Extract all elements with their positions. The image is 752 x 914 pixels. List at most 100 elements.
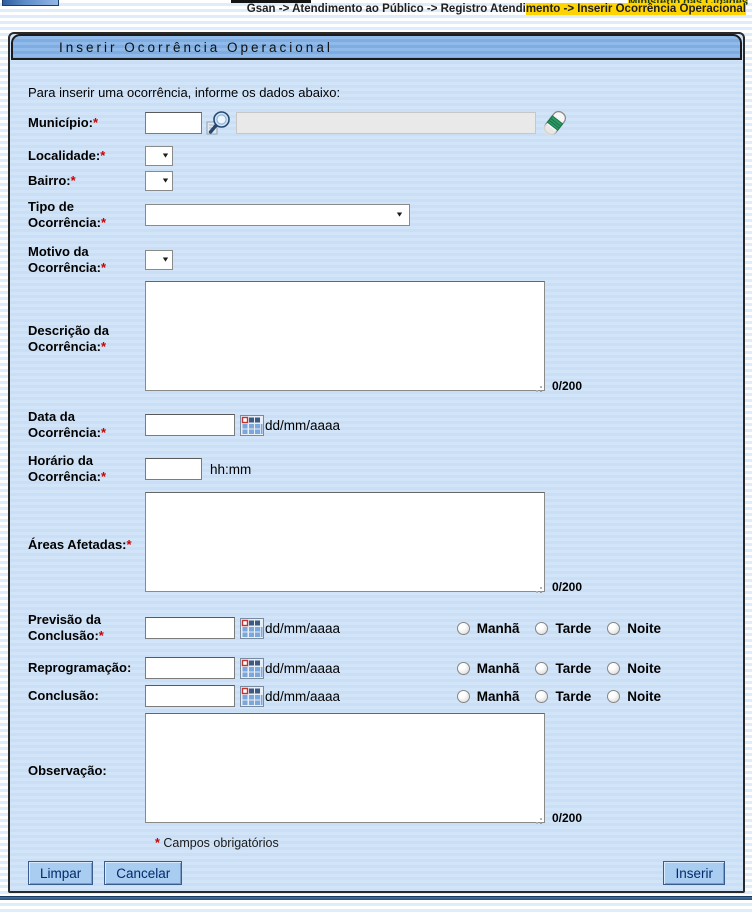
conclusao-period-group: Manhã Tarde Noite (456, 688, 661, 704)
data-ocorrencia-label: Data da Ocorrência:* (28, 409, 107, 440)
required-asterisk: * (98, 628, 104, 643)
previsao-period-manha: Manhã (456, 621, 519, 636)
conclusao-period-noite: Noite (607, 689, 661, 704)
reprogramacao-period-tarde: Tarde (535, 661, 591, 676)
previsao-tarde-radio[interactable] (535, 621, 549, 635)
areas-afetadas-textarea[interactable] (145, 492, 545, 592)
tarde-label: Tarde (555, 660, 592, 676)
horario-input[interactable] (145, 458, 202, 480)
reprogramacao-period-group: Manhã Tarde Noite (456, 660, 661, 676)
tarde-label: Tarde (555, 688, 592, 704)
resize-grip-icon[interactable] (533, 383, 542, 392)
required-asterisk: * (100, 338, 107, 354)
eraser-icon[interactable] (542, 108, 569, 138)
tipo-ocorrencia-select-wrap: ▼ (145, 204, 410, 226)
breadcrumb[interactable]: Gsan -> Atendimento ao Público -> Regist… (247, 3, 746, 15)
manha-label: Manhã (476, 660, 520, 676)
form-panel: Inserir Ocorrência Operacional Para inse… (8, 32, 745, 893)
field-row-tipo-ocorrencia: Tipo de Ocorrência:* ▼ (20, 198, 733, 232)
observacao-label: Observação: (28, 762, 107, 778)
previsao-conclusao-label: Previsão da Conclusão:* (28, 612, 104, 643)
descricao-textarea[interactable] (145, 281, 545, 391)
resize-grip-icon[interactable] (533, 584, 542, 593)
localidade-label: Localidade:* (28, 148, 106, 163)
required-asterisk: * (93, 115, 99, 130)
field-row-data-ocorrencia: Data da Ocorrência:* dd/mm/aaaa (20, 408, 733, 442)
observacao-char-counter: 0/200 (552, 811, 583, 825)
conclusao-input[interactable] (145, 685, 235, 707)
date-format-hint: dd/mm/aaaa (265, 660, 341, 676)
required-asterisk: * (70, 173, 76, 188)
calendar-icon[interactable] (240, 617, 264, 639)
noite-label: Noite (627, 620, 661, 636)
motivo-ocorrencia-select[interactable] (145, 250, 173, 270)
noite-label: Noite (627, 688, 661, 704)
descricao-textarea-wrap (145, 281, 545, 396)
field-row-observacao: Observação: 0/200 (20, 713, 733, 828)
reprogramacao-period-manha: Manhã (456, 660, 520, 676)
resize-grip-icon[interactable] (533, 815, 542, 824)
date-format-hint: dd/mm/aaaa (265, 688, 341, 704)
motivo-ocorrencia-label: Motivo da Ocorrência:* (28, 244, 107, 275)
descricao-char-counter: 0/200 (552, 379, 583, 393)
clipped-header-blue-bar (2, 0, 59, 6)
cancelar-button[interactable]: Cancelar (104, 861, 183, 885)
page-title: Inserir Ocorrência Operacional (59, 39, 333, 55)
action-button-bar: Limpar Cancelar Inserir (20, 861, 733, 885)
reprogramacao-manha-radio[interactable] (456, 661, 470, 675)
previsao-period-noite: Noite (607, 621, 661, 636)
required-asterisk: * (100, 469, 107, 484)
data-ocorrencia-input[interactable] (145, 414, 235, 436)
field-row-bairro: Bairro:* ▼ (20, 171, 733, 191)
previsao-noite-radio[interactable] (607, 621, 621, 635)
reprogramacao-input[interactable] (145, 657, 235, 679)
previsao-manha-radio[interactable] (456, 621, 470, 635)
clipped-header-dark-fragment (231, 0, 311, 3)
observacao-textarea-wrap (145, 713, 545, 828)
localidade-select-wrap: ▼ (145, 146, 173, 166)
areas-char-counter: 0/200 (552, 580, 583, 594)
date-format-hint: dd/mm/aaaa (265, 417, 341, 433)
date-format-hint: dd/mm/aaaa (265, 620, 341, 636)
limpar-button[interactable]: Limpar (28, 861, 94, 885)
tipo-ocorrencia-select[interactable] (145, 204, 410, 226)
localidade-select[interactable] (145, 146, 173, 166)
search-icon[interactable] (205, 110, 232, 137)
field-row-motivo-ocorrencia: Motivo da Ocorrência:* ▼ (20, 243, 733, 277)
manha-label: Manhã (476, 688, 520, 704)
municipio-code-input[interactable] (145, 112, 202, 134)
bairro-select[interactable] (145, 171, 173, 191)
tarde-label: Tarde (555, 620, 592, 636)
calendar-icon[interactable] (240, 657, 264, 679)
reprogramacao-noite-radio[interactable] (607, 661, 621, 675)
required-asterisk: * (126, 536, 132, 552)
municipio-label: Município:* (28, 115, 99, 130)
breadcrumb-plain-text[interactable]: Gsan -> Atendimento ao Público -> Regist… (246, 3, 526, 15)
field-row-municipio: Município:* (20, 108, 733, 138)
required-asterisk: * (100, 260, 107, 275)
bottom-divider-rule (0, 896, 752, 900)
clipped-banner-fragment: Ministério das Cidades (628, 0, 748, 5)
reprogramacao-tarde-radio[interactable] (535, 661, 549, 675)
horario-label: Horário da Ocorrência:* (28, 453, 107, 484)
conclusao-manha-radio[interactable] (456, 689, 470, 703)
required-asterisk: * (100, 148, 106, 163)
field-row-horario: Horário da Ocorrência:* hh:mm (20, 452, 733, 486)
required-fields-footnote: * Campos obrigatórios (20, 836, 733, 850)
field-row-reprogramacao: Reprogramação: dd/mm/aaaa Manhã (20, 657, 733, 679)
calendar-icon[interactable] (240, 685, 264, 707)
inserir-button[interactable]: Inserir (663, 861, 725, 885)
breadcrumb-highlighted-text[interactable]: mento -> Inserir Ocorrência Operacional (525, 3, 746, 15)
field-row-areas-afetadas: Áreas Afetadas:* 0/200 (20, 492, 733, 597)
motivo-ocorrencia-select-wrap: ▼ (145, 250, 173, 270)
observacao-textarea[interactable] (145, 713, 545, 823)
bairro-label: Bairro:* (28, 173, 76, 188)
conclusao-label: Conclusão: (28, 688, 99, 703)
conclusao-noite-radio[interactable] (607, 689, 621, 703)
calendar-icon[interactable] (240, 414, 264, 436)
conclusao-tarde-radio[interactable] (535, 689, 549, 703)
field-row-previsao-conclusao: Previsão da Conclusão:* dd/mm/aaaa Manh (20, 611, 733, 645)
previsao-conclusao-input[interactable] (145, 617, 235, 639)
previsao-period-tarde: Tarde (535, 621, 591, 636)
areas-afetadas-label: Áreas Afetadas:* (28, 536, 132, 552)
